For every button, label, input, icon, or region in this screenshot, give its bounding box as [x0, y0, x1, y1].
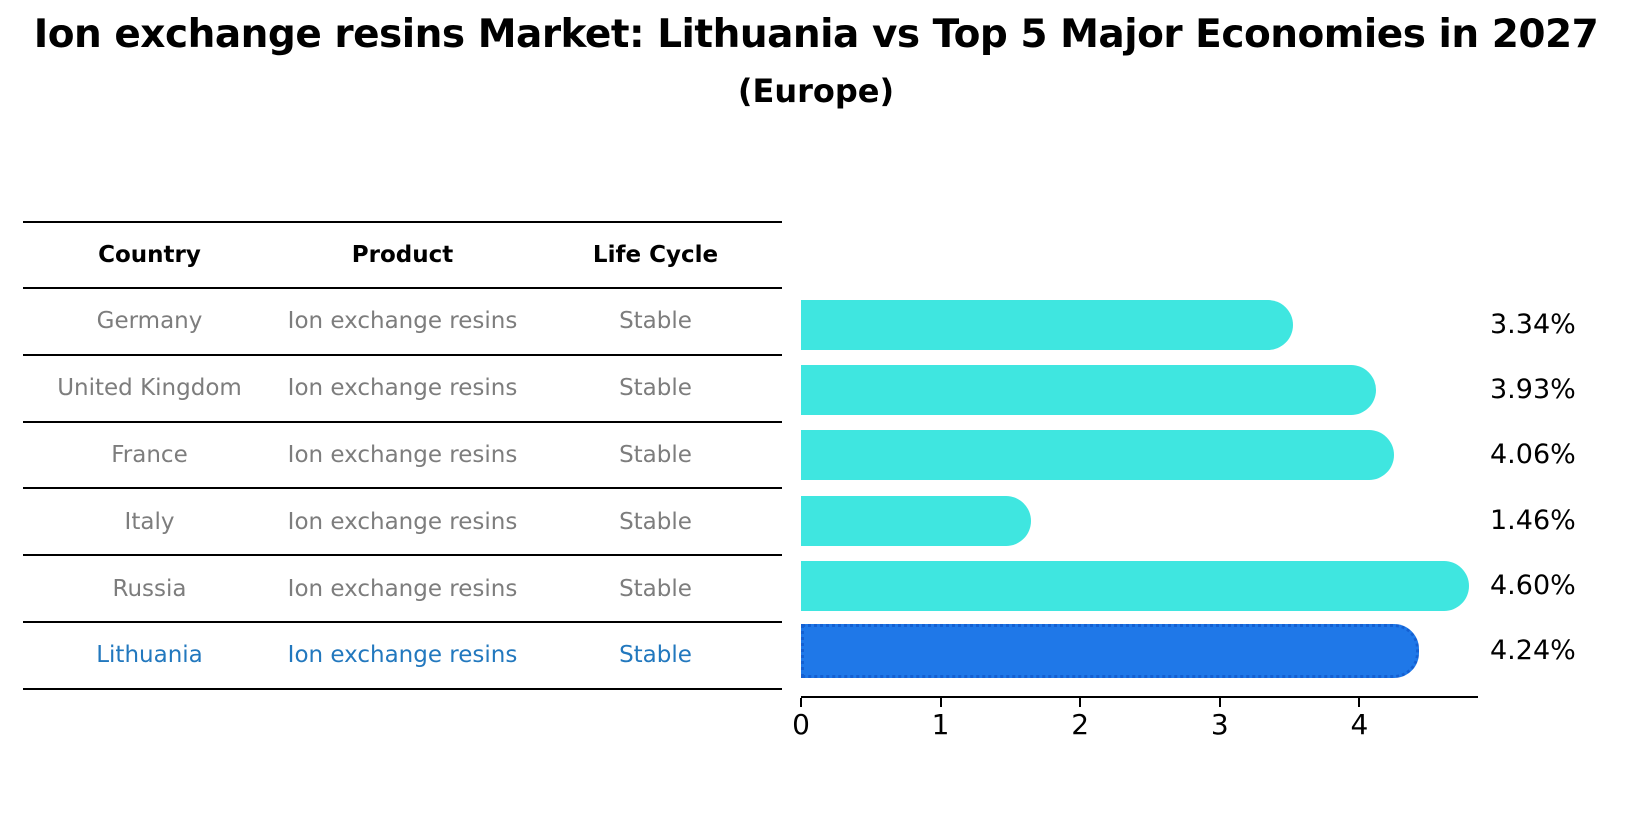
- cell-product: Ion exchange resins: [287, 308, 518, 335]
- value-label-russia: 4.60%: [1490, 569, 1576, 601]
- value-label-italy: 1.46%: [1490, 504, 1576, 536]
- cell-product: Ion exchange resins: [287, 575, 518, 602]
- table-row-france: France Ion exchange resins Stable: [23, 423, 782, 490]
- chart-subtitle: (Europe): [737, 72, 895, 110]
- cell-country: Germany: [96, 308, 203, 335]
- bar-italy: [801, 495, 1031, 546]
- country-table: Country Product Life Cycle Germany Ion ex…: [23, 221, 782, 690]
- cell-product: Ion exchange resins: [287, 642, 518, 669]
- bar-russia: [801, 560, 1470, 611]
- cell-product: Ion exchange resins: [287, 441, 518, 468]
- value-label-united-kingdom: 3.93%: [1490, 374, 1576, 406]
- value-label-lithuania: 4.24%: [1490, 635, 1576, 666]
- x-tick-mark-0: [800, 698, 802, 707]
- table-row-russia: Russia Ion exchange resins Stable: [23, 556, 782, 623]
- value-label-france: 4.06%: [1490, 439, 1576, 471]
- value-label-germany: 3.34%: [1490, 309, 1576, 340]
- cell-life-cycle: Stable: [619, 642, 692, 669]
- cell-country: United Kingdom: [57, 375, 242, 402]
- table-row-italy: Italy Ion exchange resins Stable: [23, 489, 782, 557]
- table-row-united-kingdom: United Kingdom Ion exchange resins Stable: [23, 356, 782, 423]
- cell-product: Ion exchange resins: [287, 508, 518, 535]
- table-body: Germany Ion exchange resins Stable United K…: [23, 289, 782, 690]
- table-row-germany: Germany Ion exchange resins Stable: [23, 289, 782, 356]
- x-tick-mark-4: [1358, 698, 1361, 707]
- x-axis-line: [801, 696, 1478, 698]
- cell-country: Russia: [112, 575, 187, 602]
- bar-germany: [801, 300, 1294, 350]
- x-tick-mark-2: [1079, 698, 1082, 707]
- col-header-country: Country: [98, 242, 201, 268]
- x-tick-label-3: 3: [1210, 708, 1229, 741]
- cell-country: Italy: [124, 508, 175, 535]
- col-header-lifecycle: Life Cycle: [592, 242, 719, 268]
- cell-life-cycle: Stable: [619, 308, 692, 335]
- cell-product: Ion exchange resins: [287, 375, 518, 402]
- cell-country: Lithuania: [96, 642, 203, 669]
- chart-title: Ion exchange resins Market: Lithuania vs…: [33, 12, 1599, 57]
- table-row-lithuania: Lithuania Ion exchange resins Stable: [23, 623, 782, 690]
- cell-life-cycle: Stable: [619, 508, 692, 535]
- cell-life-cycle: Stable: [619, 441, 692, 468]
- x-tick-label-2: 2: [1071, 708, 1090, 741]
- table-header-row: Country Product Life Cycle: [23, 223, 782, 289]
- bar-united-kingdom: [801, 365, 1376, 416]
- x-tick-label-4: 4: [1350, 708, 1369, 741]
- cell-life-cycle: Stable: [619, 375, 692, 402]
- bar-france: [801, 430, 1394, 481]
- x-tick-label-0: 0: [792, 708, 810, 741]
- x-tick-mark-1: [939, 698, 942, 707]
- x-tick-mark-3: [1218, 698, 1221, 707]
- cell-country: France: [111, 441, 188, 468]
- x-tick-label-1: 1: [931, 708, 950, 741]
- col-header-product: Product: [351, 242, 454, 268]
- bar-lithuania: [801, 624, 1419, 678]
- cell-life-cycle: Stable: [619, 575, 692, 602]
